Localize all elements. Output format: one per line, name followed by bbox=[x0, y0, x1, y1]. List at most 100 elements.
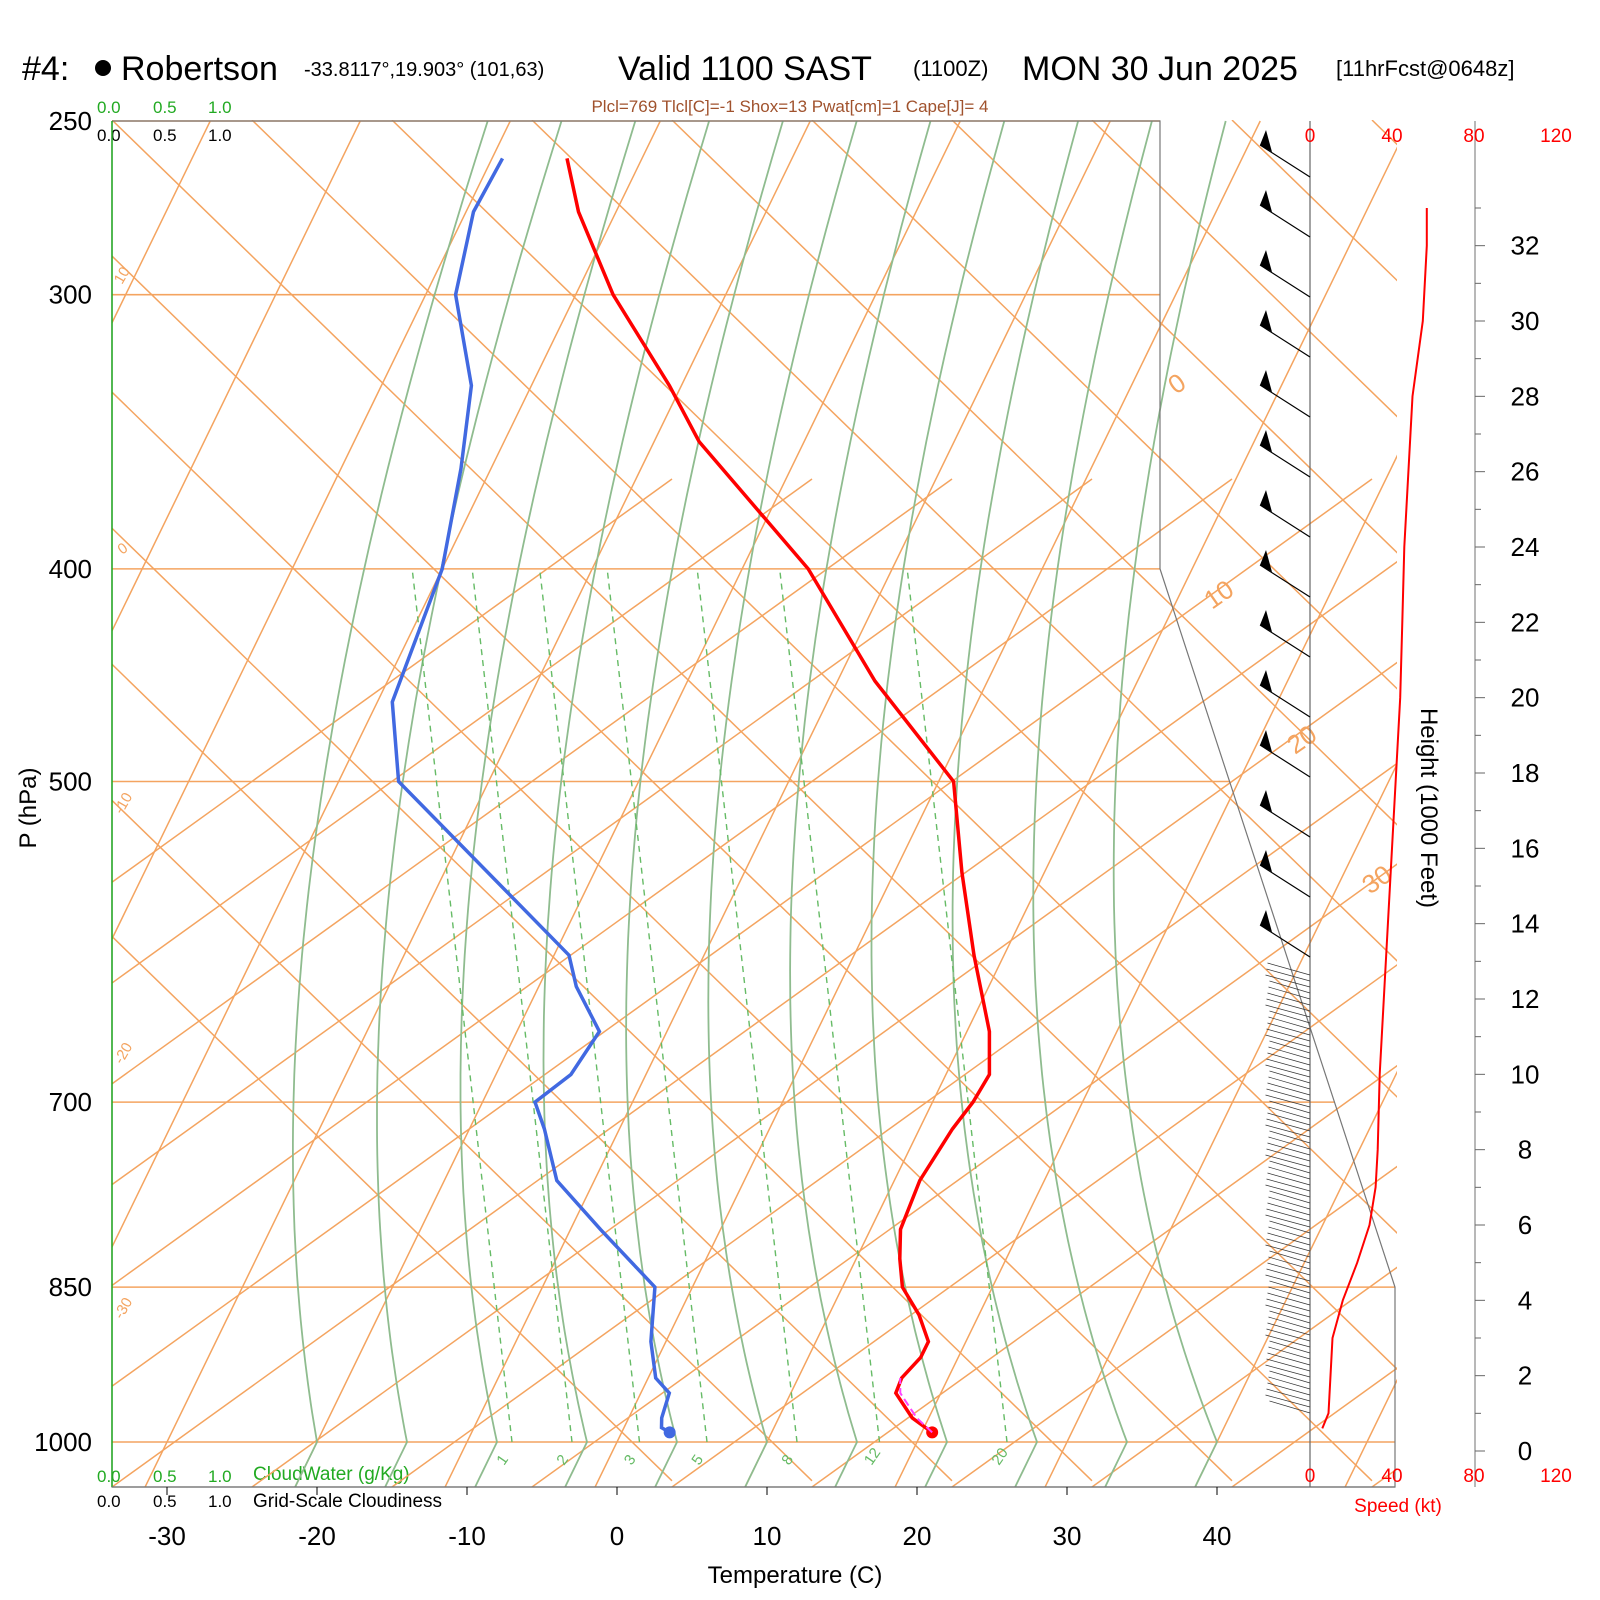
speed-tick-label-bottom: 40 bbox=[1381, 1466, 1402, 1487]
isotherm-line bbox=[294, 120, 961, 1487]
cloudiness-scale-bottom-0: 0.0 bbox=[97, 1492, 121, 1511]
x-tick-label: 30 bbox=[1053, 1521, 1082, 1551]
cloudiness-scale-bottom-2: 1.0 bbox=[208, 1492, 232, 1511]
dry-adiabat-line bbox=[531, 863, 1397, 1487]
isotherm-label: -30 bbox=[111, 1295, 137, 1322]
wind-barb-low bbox=[1265, 1154, 1311, 1168]
wind-barb-low bbox=[1267, 1172, 1311, 1186]
wind-barb-low bbox=[1266, 1238, 1311, 1252]
wind-barb-low bbox=[1266, 1118, 1311, 1132]
wind-barb-low bbox=[1268, 1016, 1311, 1030]
cloudwater-label: CloudWater (g/Kg) bbox=[253, 1464, 410, 1485]
height-tick-label: 24 bbox=[1511, 532, 1540, 562]
mixing-ratio-label: 3 bbox=[621, 1452, 640, 1469]
wind-barb bbox=[1259, 204, 1311, 238]
moist-adiabat-line bbox=[459, 120, 637, 1487]
wind-barb-low bbox=[1268, 1286, 1311, 1300]
dry-adiabat-line bbox=[112, 478, 1373, 1388]
valid-date: MON 30 Jun 2025 bbox=[1022, 50, 1298, 88]
height-tick-label: 8 bbox=[1518, 1135, 1532, 1165]
wind-barb bbox=[1259, 444, 1311, 478]
dry-adiabat-line bbox=[251, 661, 1397, 1487]
cloudwater-scale-top-1: 0.5 bbox=[153, 98, 177, 117]
mixing-ratio-line bbox=[696, 568, 798, 1443]
wind-barb-low bbox=[1269, 1130, 1311, 1144]
speed-tick-label-bottom: 80 bbox=[1463, 1466, 1484, 1487]
height-tick-label: 32 bbox=[1511, 231, 1540, 261]
wind-barb-flag bbox=[1260, 790, 1272, 812]
wind-barb bbox=[1259, 384, 1311, 418]
wind-barb-low bbox=[1267, 1262, 1311, 1276]
station-dot-icon bbox=[95, 60, 111, 76]
cloudiness-scale-bottom-1: 0.5 bbox=[153, 1492, 177, 1511]
height-tick-label: 16 bbox=[1511, 833, 1540, 863]
isotherm-line bbox=[1344, 1378, 1397, 1487]
title-bar: #4: Robertson -33.8117°,19.903° (101,63)… bbox=[22, 50, 1514, 116]
isotherm-label: -20 bbox=[111, 1040, 137, 1067]
moist-adiabat-lines bbox=[291, 120, 1227, 1487]
wind-barb bbox=[1259, 264, 1311, 298]
isotherm-label: 0 bbox=[115, 540, 132, 559]
wind-barb-low bbox=[1265, 1124, 1311, 1138]
zulu-time: (1100Z) bbox=[913, 56, 988, 81]
wind-barb bbox=[1259, 864, 1311, 898]
wind-barb-low bbox=[1269, 1070, 1311, 1084]
moist-adiabat-line bbox=[542, 120, 710, 1487]
wind-barb-low bbox=[1265, 974, 1311, 988]
plot-frame bbox=[111, 120, 1396, 1488]
wind-barb-low bbox=[1269, 1370, 1311, 1384]
pressure-tick-label: 400 bbox=[49, 554, 92, 584]
wind-barb bbox=[1259, 804, 1311, 838]
mixing-ratio-label: 2 bbox=[553, 1452, 572, 1469]
dry-adiabat-line bbox=[1371, 120, 1397, 146]
wind-barb bbox=[1259, 144, 1311, 178]
station-number: #4: bbox=[22, 50, 69, 88]
height-axis-title: Height (1000 Feet) bbox=[1415, 708, 1442, 908]
dry-adiabat-line bbox=[1091, 120, 1397, 418]
wind-barb-low bbox=[1266, 1388, 1311, 1402]
speed-tick-label-bottom: 120 bbox=[1540, 1466, 1572, 1487]
speed-axis-title: Speed (kt) bbox=[1354, 1496, 1442, 1517]
dry-adiabat-line bbox=[112, 560, 1397, 1487]
wind-barb bbox=[1259, 924, 1311, 958]
dry-adiabat-line bbox=[951, 1165, 1397, 1487]
height-tick-label: 26 bbox=[1511, 457, 1540, 487]
dry-adiabat-line bbox=[112, 391, 1233, 1482]
wind-barb-low bbox=[1266, 1178, 1311, 1192]
wind-barb bbox=[1259, 564, 1311, 598]
cloudwater-scale-top-2: 1.0 bbox=[208, 98, 232, 117]
wind-speed-line bbox=[1321, 208, 1428, 1429]
moist-adiabat-line bbox=[625, 120, 784, 1487]
dry-adiabat-line bbox=[112, 527, 1093, 1482]
dry-adiabat-line bbox=[951, 120, 1397, 554]
wind-barb-low bbox=[1266, 998, 1311, 1012]
dewpoint-line bbox=[390, 157, 672, 1434]
mixing-ratio-line bbox=[778, 568, 881, 1443]
dry-adiabat-line bbox=[251, 120, 1397, 1234]
parcel-line bbox=[899, 1377, 933, 1434]
isobar-lines bbox=[112, 120, 1395, 1443]
wind-barb-low bbox=[1266, 1148, 1311, 1162]
x-tick-label: -30 bbox=[148, 1521, 186, 1551]
x-tick-label: 0 bbox=[610, 1521, 624, 1551]
wind-barb bbox=[1259, 684, 1311, 718]
dry-adiabat-line bbox=[811, 1064, 1397, 1487]
wind-barb-low bbox=[1269, 1190, 1311, 1204]
mixing-ratio-label: 5 bbox=[688, 1452, 707, 1469]
height-tick-label: 6 bbox=[1518, 1210, 1532, 1240]
wind-barb-low bbox=[1267, 1112, 1311, 1126]
dry-adiabat-line bbox=[112, 478, 673, 884]
wind-barb-low bbox=[1267, 1052, 1311, 1066]
wind-barb-low bbox=[1267, 1082, 1311, 1096]
isotherm-label: 0 bbox=[1162, 367, 1191, 400]
height-tick-label: 22 bbox=[1511, 607, 1540, 637]
isotherm-line bbox=[112, 120, 511, 941]
moist-adiabat-line bbox=[291, 120, 489, 1487]
cloudwater-scale-bottom-1: 0.5 bbox=[153, 1467, 177, 1486]
wind-barb-low bbox=[1267, 962, 1311, 976]
x-tick-label: 20 bbox=[903, 1521, 932, 1551]
isotherm-label: -10 bbox=[111, 790, 137, 817]
speed-tick-label-top: 80 bbox=[1463, 126, 1484, 147]
wind-barb-flag bbox=[1260, 370, 1272, 392]
wind-barb-low bbox=[1267, 1292, 1311, 1306]
